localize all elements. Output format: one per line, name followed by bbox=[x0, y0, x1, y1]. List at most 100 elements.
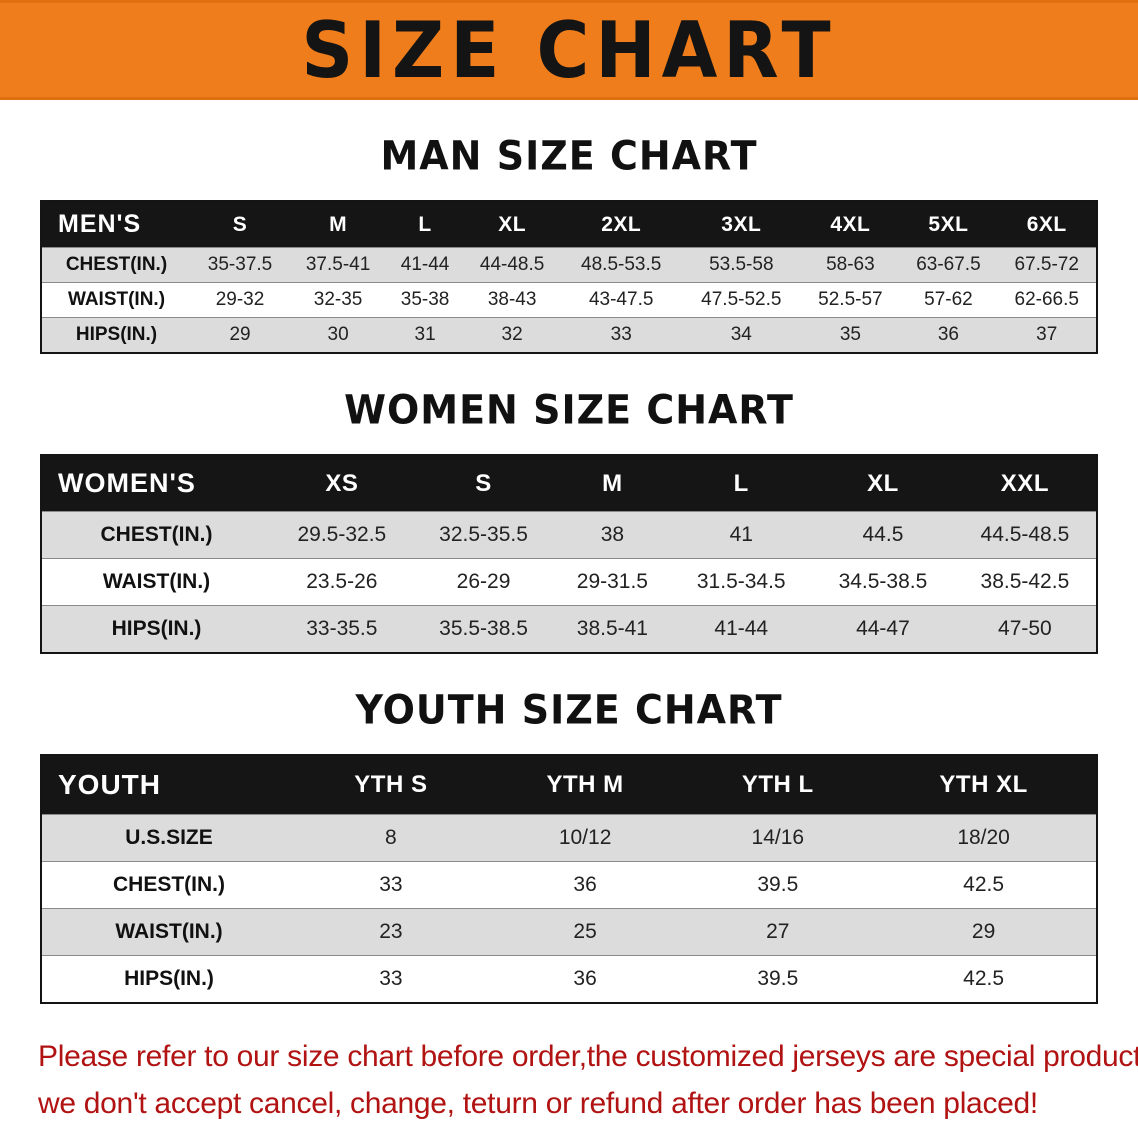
table-row: U.S.SIZE 8 10/12 14/16 18/20 bbox=[41, 814, 1097, 862]
size-column-header: YTH M bbox=[485, 755, 685, 815]
size-value: 53.5-58 bbox=[681, 247, 802, 283]
size-value: 33 bbox=[296, 861, 486, 909]
size-value: 10/12 bbox=[485, 814, 685, 862]
size-value: 23.5-26 bbox=[271, 558, 413, 606]
size-value: 35.5-38.5 bbox=[412, 605, 555, 653]
women-section-heading: WOMEN SIZE CHART bbox=[344, 386, 794, 434]
row-label: HIPS(IN.) bbox=[41, 955, 296, 1003]
size-value: 38.5-42.5 bbox=[953, 558, 1097, 606]
size-value: 29-31.5 bbox=[554, 558, 671, 606]
size-value: 23 bbox=[296, 908, 486, 956]
men-section-heading: MAN SIZE CHART bbox=[380, 132, 758, 180]
size-column-header: XL bbox=[463, 201, 562, 248]
size-column-header: XXL bbox=[953, 455, 1097, 512]
size-value: 27 bbox=[684, 908, 872, 956]
size-value: 29 bbox=[191, 317, 290, 353]
table-corner-label: WOMEN'S bbox=[41, 455, 271, 512]
table-header-row: YOUTH YTH S YTH M YTH L YTH XL bbox=[41, 755, 1097, 815]
table-row: WAIST(IN.) 23.5-26 26-29 29-31.5 31.5-34.5 34… bbox=[41, 558, 1097, 606]
size-value: 31.5-34.5 bbox=[670, 558, 813, 606]
size-value: 25 bbox=[485, 908, 685, 956]
size-value: 38-43 bbox=[463, 282, 562, 318]
size-column-header: 5XL bbox=[899, 201, 998, 248]
disclaimer: Please refer to our size chart before or… bbox=[38, 1034, 1138, 1127]
size-value: 32-35 bbox=[289, 282, 388, 318]
size-value: 18/20 bbox=[871, 814, 1097, 862]
size-value: 41-44 bbox=[387, 247, 464, 283]
table-row: WAIST(IN.) 23 25 27 29 bbox=[41, 908, 1097, 956]
size-value: 42.5 bbox=[871, 861, 1097, 909]
size-value: 67.5-72 bbox=[997, 247, 1097, 283]
size-value: 42.5 bbox=[871, 955, 1097, 1003]
size-column-header: XS bbox=[271, 455, 413, 512]
size-column-header: L bbox=[670, 455, 813, 512]
table-row: HIPS(IN.) 33-35.5 35.5-38.5 38.5-41 41-44 44-… bbox=[41, 605, 1097, 653]
youth-section-heading: YOUTH SIZE CHART bbox=[355, 686, 783, 734]
size-value: 38 bbox=[554, 511, 671, 559]
size-value: 32 bbox=[463, 317, 562, 353]
banner-title: SIZE CHART bbox=[301, 4, 837, 96]
size-value: 34 bbox=[681, 317, 802, 353]
youth-size-section: YOUTH SIZE CHART YOUTH YTH S YTH M YTH L YTH… bbox=[0, 686, 1138, 1004]
size-value: 37.5-41 bbox=[289, 247, 388, 283]
size-value: 33 bbox=[561, 317, 682, 353]
row-label: WAIST(IN.) bbox=[41, 558, 271, 606]
size-column-header: L bbox=[387, 201, 464, 248]
size-column-header: 6XL bbox=[997, 201, 1097, 248]
row-label: HIPS(IN.) bbox=[41, 605, 271, 653]
size-column-header: 4XL bbox=[801, 201, 900, 248]
size-value: 29.5-32.5 bbox=[271, 511, 413, 559]
size-value: 36 bbox=[485, 861, 685, 909]
size-value: 14/16 bbox=[684, 814, 872, 862]
size-value: 30 bbox=[289, 317, 388, 353]
table-header-row: WOMEN'S XS S M L XL XXL bbox=[41, 455, 1097, 512]
size-value: 48.5-53.5 bbox=[561, 247, 682, 283]
size-value: 38.5-41 bbox=[554, 605, 671, 653]
size-value: 35-38 bbox=[387, 282, 464, 318]
size-value: 35 bbox=[801, 317, 900, 353]
size-column-header: YTH L bbox=[684, 755, 872, 815]
size-value: 31 bbox=[387, 317, 464, 353]
table-row: WAIST(IN.) 29-32 32-35 35-38 38-43 43-47.5 47.… bbox=[41, 282, 1097, 318]
size-column-header: YTH S bbox=[296, 755, 486, 815]
size-column-header: 3XL bbox=[681, 201, 802, 248]
disclaimer-line-2: we don't accept cancel, change, teturn o… bbox=[38, 1086, 1038, 1120]
size-value: 33-35.5 bbox=[271, 605, 413, 653]
table-row: CHEST(IN.) 35-37.5 37.5-41 41-44 44-48.5 48.5… bbox=[41, 247, 1097, 283]
men-size-section: MAN SIZE CHART MEN'S S M L XL 2XL 3XL 4XL 5XL 6XL… bbox=[0, 132, 1138, 354]
size-value: 41-44 bbox=[670, 605, 813, 653]
table-row: HIPS(IN.) 29 30 31 32 33 34 35 36 37 bbox=[41, 317, 1097, 353]
size-value: 29 bbox=[871, 908, 1097, 956]
size-value: 37 bbox=[997, 317, 1097, 353]
table-row: CHEST(IN.) 29.5-32.5 32.5-35.5 38 41 44.5 44.5… bbox=[41, 511, 1097, 559]
size-column-header: M bbox=[554, 455, 671, 512]
size-value: 52.5-57 bbox=[801, 282, 900, 318]
disclaimer-line-1: Please refer to our size chart before or… bbox=[38, 1040, 1138, 1073]
size-value: 36 bbox=[899, 317, 998, 353]
table-row: HIPS(IN.) 33 36 39.5 42.5 bbox=[41, 955, 1097, 1003]
table-row: CHEST(IN.) 33 36 39.5 42.5 bbox=[41, 861, 1097, 909]
size-value: 63-67.5 bbox=[899, 247, 998, 283]
size-value: 39.5 bbox=[684, 955, 872, 1003]
row-label: CHEST(IN.) bbox=[41, 247, 191, 283]
size-column-header: 2XL bbox=[561, 201, 682, 248]
women-size-table: WOMEN'S XS S M L XL XXL CHEST(IN.) 29.5-32.5 32.5… bbox=[40, 454, 1098, 654]
row-label: HIPS(IN.) bbox=[41, 317, 191, 353]
size-value: 8 bbox=[296, 814, 486, 862]
size-value: 44-48.5 bbox=[463, 247, 562, 283]
table-corner-label: MEN'S bbox=[41, 201, 191, 248]
size-value: 26-29 bbox=[412, 558, 555, 606]
size-column-header: S bbox=[412, 455, 555, 512]
size-column-header: YTH XL bbox=[871, 755, 1097, 815]
size-value: 32.5-35.5 bbox=[412, 511, 555, 559]
size-value: 35-37.5 bbox=[191, 247, 290, 283]
size-value: 44.5-48.5 bbox=[953, 511, 1097, 559]
size-value: 43-47.5 bbox=[561, 282, 682, 318]
row-label: WAIST(IN.) bbox=[41, 908, 296, 956]
row-label: CHEST(IN.) bbox=[41, 511, 271, 559]
row-label: U.S.SIZE bbox=[41, 814, 296, 862]
size-column-header: S bbox=[191, 201, 290, 248]
size-value: 29-32 bbox=[191, 282, 290, 318]
size-value: 44.5 bbox=[812, 511, 954, 559]
